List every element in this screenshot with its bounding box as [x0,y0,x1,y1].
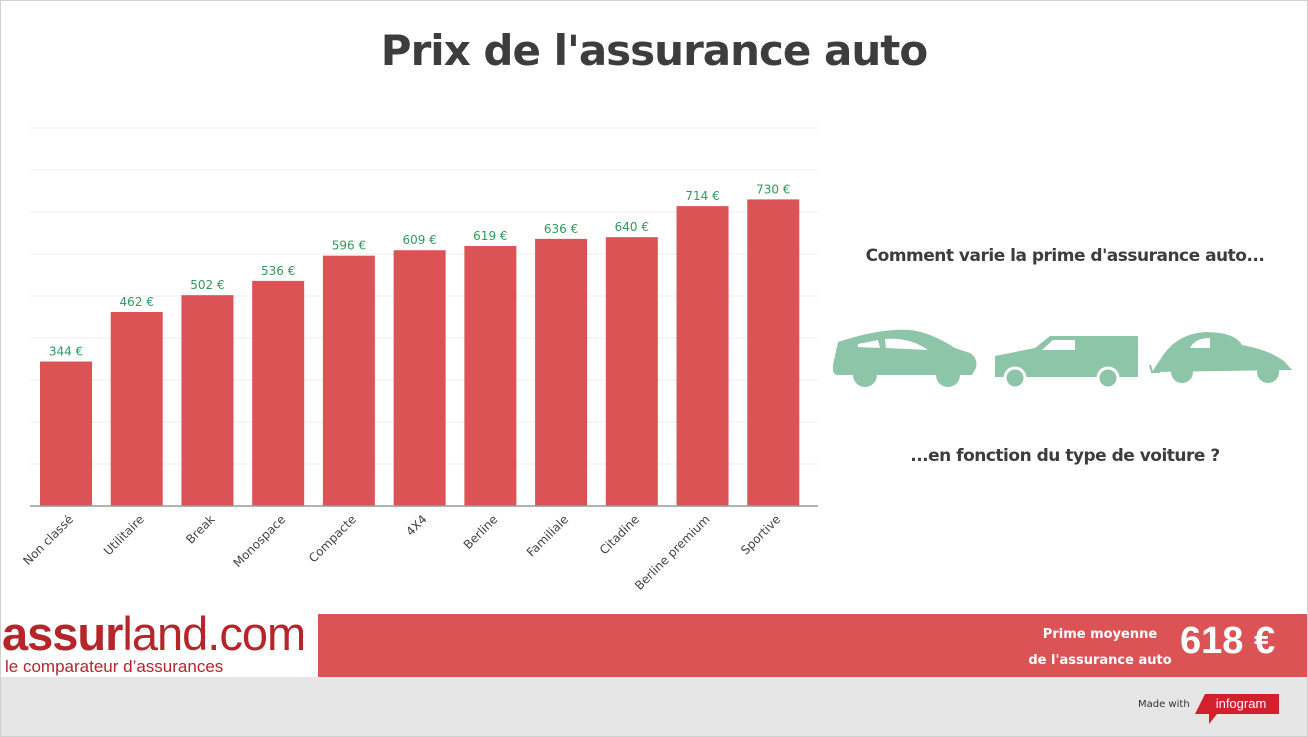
category-label: Berline [461,512,501,552]
beetle-icon [1149,332,1292,383]
page-title: Prix de l'assurance auto [380,26,928,75]
category-label: Monospace [230,512,288,570]
data-label: 502 € [190,278,224,292]
category-label: Sportive [738,512,783,557]
assurland-logo[interactable]: assurland.com le comparateur d’assurance… [0,607,318,677]
category-label: Berline premium [632,512,713,593]
data-label: 596 € [332,239,366,253]
made-with-text: Made with [1138,699,1190,710]
logo-text: assurland.com [2,607,306,660]
category-label: Non classé [20,512,76,568]
average-value: 618 € [1180,620,1276,662]
bar [393,250,446,506]
bar [535,238,588,506]
logo-tagline: le comparateur d’assurances [5,657,224,676]
bar [110,311,163,506]
bar [464,246,517,506]
data-label: 344 € [49,345,83,359]
car-illustrations [832,329,1292,390]
data-label: 462 € [120,295,154,309]
bar [40,361,92,506]
average-label-line2: de l'assurance auto [1028,653,1172,668]
bar-chart: 344 € Non classé 462 € Utilitaire 502 € Break… [20,127,818,593]
sedan-icon [832,329,977,387]
van-icon [995,336,1138,390]
category-label: Utilitaire [101,512,147,558]
category-label: Compacte [306,512,359,565]
average-label: Prime moyenne de l'assurance auto [1020,622,1180,674]
bar [747,199,800,506]
footer-band [318,614,1308,677]
bar [676,206,729,506]
data-label: 609 € [402,233,436,247]
data-label: 536 € [261,264,295,278]
data-label: 619 € [473,229,507,243]
data-label: 730 € [756,182,790,196]
category-label: 4X4 [403,512,430,539]
infogram-text: infogram [1216,696,1267,711]
data-label: 640 € [615,220,649,234]
average-label-line1: Prime moyenne [1042,627,1158,642]
category-label: Citadine [597,512,642,557]
question-top: Comment varie la prime d'assurance auto.… [865,246,1265,266]
infogram-logo[interactable]: infogram [1195,694,1285,726]
bar [181,295,234,506]
category-label: Break [183,512,217,546]
bottom-bar [0,677,1308,737]
bar [322,255,375,506]
bar [605,237,658,506]
category-label: Familiale [524,512,571,559]
data-label: 636 € [544,222,578,236]
question-bottom: ...en fonction du type de voiture ? [910,446,1220,466]
data-label: 714 € [685,189,719,203]
bar [252,280,305,506]
